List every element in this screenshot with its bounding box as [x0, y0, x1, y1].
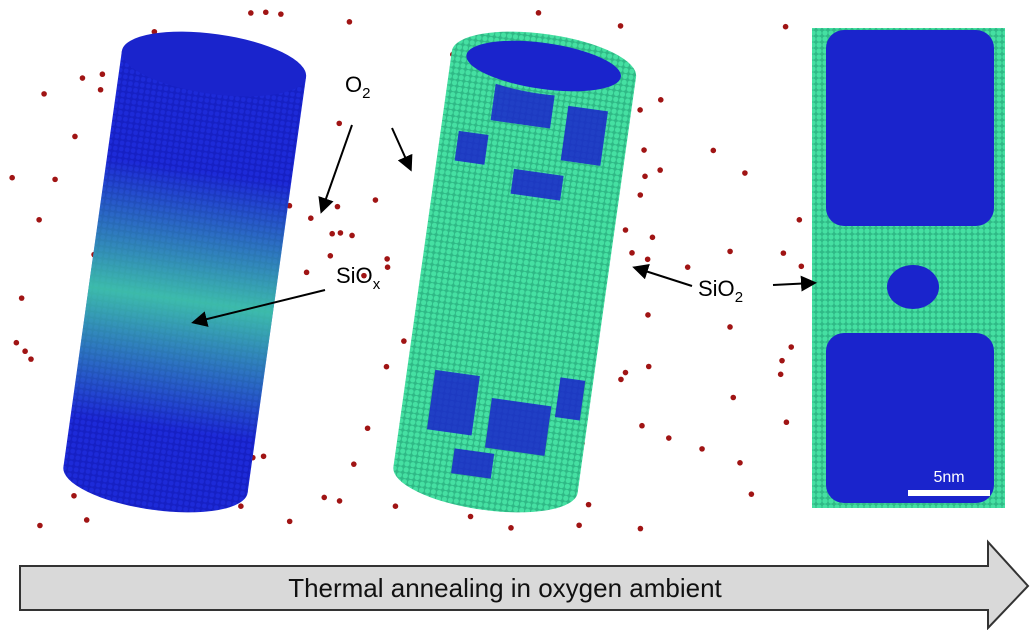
- oxygen-dot: [685, 264, 691, 270]
- oxygen-dot: [618, 377, 624, 383]
- oxygen-dot: [650, 235, 656, 241]
- si-core-bottom: [826, 333, 994, 503]
- oxygen-dot: [797, 217, 803, 223]
- oxygen-dot: [337, 498, 343, 504]
- oxygen-dot: [14, 340, 20, 346]
- label-sub: 2: [362, 85, 370, 102]
- oxygen-dot: [261, 453, 267, 459]
- oxygen-dot: [335, 204, 341, 210]
- oxygen-dot: [98, 87, 104, 93]
- si-core-top: [826, 30, 994, 226]
- oxygen-dot: [623, 227, 629, 233]
- oxygen-dot: [784, 419, 790, 425]
- oxygen-dot: [347, 19, 353, 25]
- oxygen-dot: [37, 523, 43, 529]
- nanowire-oxidized: [389, 21, 640, 522]
- siox-label: SiOx: [336, 263, 381, 293]
- oxygen-dot: [781, 250, 787, 256]
- oxygen-dot: [393, 503, 399, 509]
- o2-label: O2: [345, 72, 370, 102]
- oxygen-dot: [385, 264, 391, 270]
- label-sub: x: [373, 276, 381, 293]
- oxygen-dot: [287, 519, 293, 525]
- oxygen-dot: [22, 348, 28, 354]
- sio2-label: SiO2: [698, 276, 743, 306]
- oxygen-dot: [536, 10, 542, 16]
- oxygen-dot: [737, 460, 743, 466]
- oxygen-dot: [338, 230, 344, 236]
- label-base: SiO: [698, 276, 735, 301]
- label-base: O: [345, 72, 362, 97]
- oxygen-dot: [384, 364, 390, 370]
- oxygen-dot: [749, 491, 755, 497]
- nanowire-partial-oxide: [59, 21, 310, 522]
- label-sub: 2: [735, 289, 743, 306]
- oxygen-dot: [80, 75, 86, 81]
- oxygen-dot: [304, 270, 310, 276]
- oxygen-dot: [248, 10, 254, 16]
- scale-bar-label: 5nm: [933, 469, 964, 486]
- oxygen-dot: [645, 256, 651, 262]
- oxygen-dot: [384, 256, 390, 262]
- oxygen-dot: [19, 295, 25, 301]
- oxygen-dot: [666, 435, 672, 441]
- oxygen-dot: [401, 338, 407, 344]
- oxygen-dot: [638, 526, 644, 532]
- oxygen-dot: [72, 134, 78, 140]
- oxygen-dot: [508, 525, 514, 531]
- oxygen-dot: [41, 91, 47, 97]
- oxygen-dot: [100, 71, 106, 77]
- oxygen-dot: [365, 425, 371, 431]
- oxygen-dot: [779, 358, 785, 364]
- cross-section: 5nm: [812, 28, 1005, 508]
- oxygen-dot: [742, 170, 748, 176]
- oxygen-dot: [699, 446, 705, 452]
- oxygen-dot: [52, 177, 58, 183]
- oxygen-dot: [642, 174, 648, 180]
- oxygen-dot: [778, 372, 784, 378]
- oxygen-dot: [637, 107, 643, 113]
- oxygen-dot: [238, 503, 244, 509]
- oxygen-dot: [623, 370, 629, 376]
- oxygen-dot: [71, 493, 77, 499]
- oxygen-dot: [618, 23, 624, 29]
- oxygen-dot: [321, 495, 327, 501]
- oxygen-dot: [263, 9, 269, 15]
- oxygen-dot: [645, 312, 651, 318]
- oxide-band: [71, 158, 291, 441]
- oxygen-dot: [308, 215, 314, 221]
- oxygen-dot: [28, 356, 34, 362]
- oxygen-dot: [730, 395, 736, 401]
- arrow-caption: Thermal annealing in oxygen ambient: [288, 573, 722, 603]
- oxygen-dot: [373, 197, 379, 203]
- oxygen-dot: [349, 233, 355, 239]
- oxygen-dot: [658, 97, 664, 103]
- oxygen-dot: [783, 24, 789, 30]
- oxygen-dot: [799, 263, 805, 269]
- oxygen-dot: [641, 147, 647, 153]
- oxygen-dot: [637, 192, 643, 198]
- oxygen-dot: [646, 364, 652, 370]
- oxygen-dot: [727, 324, 733, 330]
- oxygen-dot: [576, 522, 582, 528]
- oxygen-dot: [727, 249, 733, 255]
- oxygen-dot: [36, 217, 42, 223]
- oxygen-dot: [328, 253, 334, 259]
- oxygen-dot: [468, 514, 474, 520]
- oxygen-dot: [657, 167, 663, 173]
- oxygen-dot: [336, 121, 342, 127]
- si-core-dot: [887, 265, 939, 309]
- label-base: SiO: [336, 263, 373, 288]
- figure: 5nm O2 SiOx SiO2 Thermal annealing in ox…: [0, 0, 1032, 630]
- oxygen-dot: [351, 461, 357, 467]
- oxygen-dot: [84, 517, 90, 523]
- oxygen-dot: [329, 231, 335, 237]
- oxygen-dot: [788, 344, 794, 350]
- oxygen-dot: [711, 148, 717, 154]
- oxygen-dot: [586, 502, 592, 508]
- oxygen-dot: [639, 423, 645, 429]
- oxygen-dot: [278, 11, 284, 17]
- oxygen-dot: [9, 175, 15, 181]
- oxygen-dot: [629, 250, 635, 256]
